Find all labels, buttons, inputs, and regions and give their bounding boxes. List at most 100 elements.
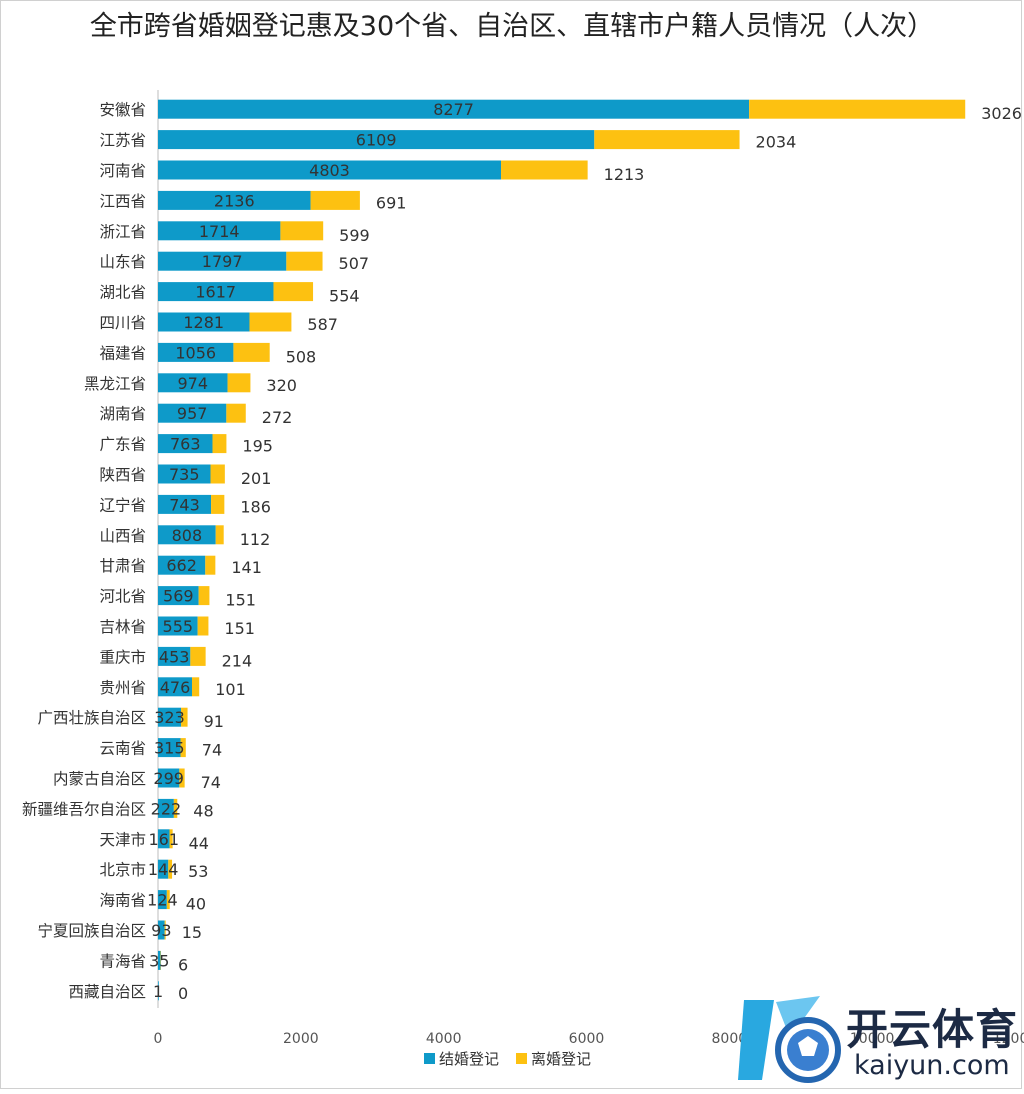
data-label-marriage: 735 — [169, 465, 200, 484]
category-label: 云南省 — [99, 740, 146, 758]
data-label-marriage: 299 — [153, 769, 184, 788]
bar-divorce — [273, 282, 313, 301]
data-label-marriage: 1617 — [195, 283, 236, 302]
data-label-marriage: 974 — [178, 374, 209, 393]
category-label: 山东省 — [99, 253, 146, 271]
legend-swatch — [516, 1053, 527, 1064]
data-label-divorce: 74 — [201, 773, 221, 792]
bar-divorce — [749, 100, 965, 119]
data-label-marriage: 662 — [166, 556, 197, 575]
data-label-divorce: 272 — [262, 408, 293, 427]
data-label-divorce: 151 — [225, 591, 256, 610]
data-label-marriage: 8277 — [433, 100, 474, 119]
data-label-divorce: 3026 — [981, 104, 1022, 123]
data-label-divorce: 151 — [224, 619, 255, 638]
legend-label: 离婚登记 — [531, 1050, 591, 1068]
bar-divorce — [228, 373, 251, 392]
data-label-marriage: 1797 — [202, 252, 243, 271]
data-label-marriage: 4803 — [309, 161, 350, 180]
category-label: 河南省 — [99, 162, 146, 180]
data-label-marriage: 1056 — [175, 343, 216, 362]
data-label-marriage: 1281 — [183, 313, 224, 332]
category-label: 广西壮族自治区 — [37, 709, 146, 727]
category-label: 广东省 — [99, 436, 146, 454]
category-label: 陕西省 — [99, 466, 146, 484]
category-label: 内蒙古自治区 — [53, 770, 146, 788]
category-label: 辽宁省 — [99, 496, 146, 514]
data-label-marriage: 124 — [147, 891, 178, 910]
data-label-divorce: 53 — [188, 862, 208, 881]
data-label-divorce: 508 — [286, 347, 317, 366]
data-label-divorce: 0 — [178, 984, 188, 1003]
bar-divorce — [198, 617, 209, 636]
data-label-marriage: 1714 — [199, 222, 240, 241]
data-label-divorce: 2034 — [756, 133, 797, 152]
kaiyun-watermark: 开云体育 kaiyun.com — [736, 990, 1024, 1090]
data-label-divorce: 40 — [186, 895, 206, 914]
data-label-divorce: 1213 — [604, 165, 645, 184]
category-label: 四川省 — [99, 314, 146, 332]
x-tick-label: 4000 — [426, 1031, 462, 1047]
data-label-divorce: 320 — [266, 376, 297, 395]
bar-divorce — [205, 556, 215, 575]
data-label-divorce: 599 — [339, 226, 370, 245]
data-label-marriage: 315 — [154, 739, 185, 758]
category-label: 重庆市 — [99, 648, 146, 666]
bar-divorce — [233, 343, 269, 362]
x-tick-label: 0 — [154, 1031, 163, 1047]
category-label: 安徽省 — [99, 101, 146, 119]
bar-divorce — [280, 221, 323, 240]
category-label: 西藏自治区 — [68, 983, 146, 1001]
data-label-divorce: 214 — [222, 651, 253, 670]
category-label: 甘肃省 — [99, 557, 146, 575]
data-label-divorce: 691 — [376, 193, 407, 212]
data-label-marriage: 763 — [170, 435, 201, 454]
category-label: 宁夏回族自治区 — [37, 922, 146, 940]
x-tick-label: 6000 — [569, 1031, 605, 1047]
bar-divorce — [211, 495, 224, 514]
category-label: 湖南省 — [99, 405, 146, 423]
data-label-marriage: 957 — [177, 404, 208, 423]
category-label: 北京市 — [99, 861, 146, 879]
data-label-divorce: 101 — [215, 680, 246, 699]
category-label: 江苏省 — [99, 132, 146, 150]
bar-divorce — [192, 677, 199, 696]
data-label-divorce: 554 — [329, 287, 360, 306]
data-label-marriage: 808 — [172, 526, 203, 545]
legend-label: 结婚登记 — [439, 1050, 499, 1068]
bar-divorce — [226, 404, 245, 423]
bar-divorce — [249, 313, 291, 332]
bar-divorce — [199, 586, 210, 605]
bar-divorce — [501, 161, 588, 180]
data-label-marriage: 555 — [163, 617, 194, 636]
data-label-marriage: 222 — [151, 799, 182, 818]
category-label: 福建省 — [99, 344, 146, 362]
data-label-divorce: 195 — [242, 437, 273, 456]
data-label-marriage: 1 — [153, 982, 163, 1001]
data-label-divorce: 112 — [240, 530, 271, 549]
data-label-divorce: 186 — [240, 497, 271, 516]
data-label-divorce: 587 — [307, 315, 338, 334]
bar-divorce — [210, 465, 224, 484]
data-label-marriage: 93 — [151, 921, 171, 940]
data-label-divorce: 507 — [339, 254, 370, 273]
category-label: 湖北省 — [99, 284, 146, 302]
kaiyun-logo-icon — [736, 990, 846, 1090]
data-label-marriage: 453 — [159, 647, 190, 666]
category-label: 浙江省 — [99, 223, 146, 241]
data-label-marriage: 161 — [148, 830, 179, 849]
data-label-divorce: 15 — [182, 923, 202, 942]
x-tick-label: 2000 — [283, 1031, 319, 1047]
data-label-marriage: 35 — [149, 951, 169, 970]
category-label: 黑龙江省 — [84, 375, 146, 393]
category-label: 吉林省 — [99, 618, 146, 636]
data-label-divorce: 48 — [193, 801, 213, 820]
data-label-marriage: 2136 — [214, 191, 255, 210]
category-label: 新疆维吾尔自治区 — [22, 800, 146, 818]
data-label-divorce: 44 — [189, 834, 209, 853]
category-label: 天津市 — [99, 831, 146, 849]
watermark-url: kaiyun.com — [854, 1050, 1010, 1081]
watermark-brand: 开云体育 — [846, 996, 1018, 1057]
data-label-marriage: 743 — [169, 495, 200, 514]
